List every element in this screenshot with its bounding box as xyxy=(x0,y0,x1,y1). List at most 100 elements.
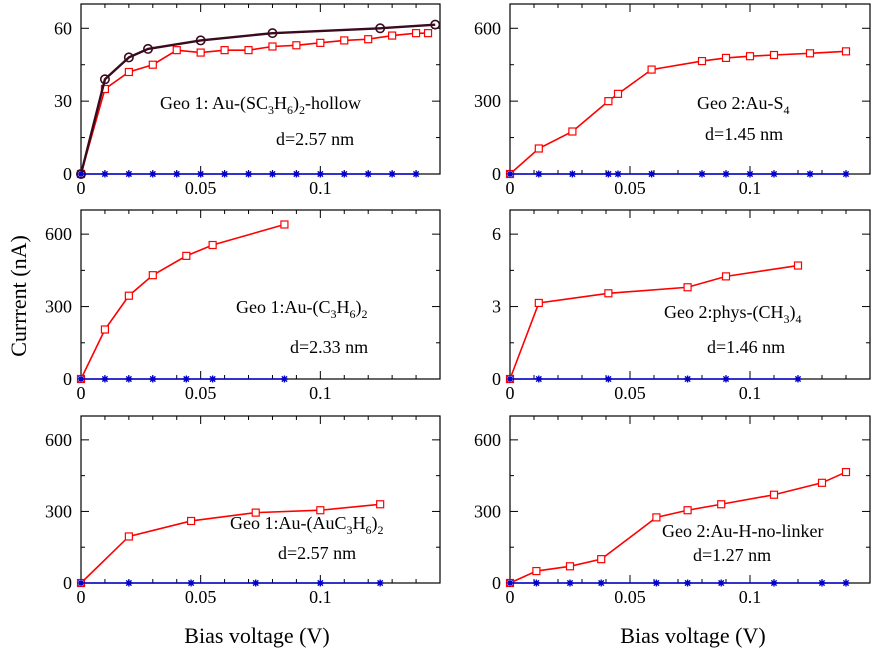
data-point-star xyxy=(842,579,850,587)
y-tick-label: 0 xyxy=(492,369,501,389)
panel-p32: 0 0.05 0.1 0 300 600 Geo 2:Au-H-no-linker d=1.2… xyxy=(474,415,871,607)
y-tick-label: 60 xyxy=(54,18,72,38)
panel-label: Geo 1: Au-(SC3H6)2-hollow xyxy=(160,93,361,117)
data-point-star xyxy=(597,579,605,587)
data-point-square xyxy=(376,500,385,509)
panel-label: Geo 2:Au-H-no-linker xyxy=(662,521,823,541)
data-point-star xyxy=(506,375,514,383)
data-point-square xyxy=(100,325,110,334)
data-point-square xyxy=(182,251,191,260)
data-point-star xyxy=(77,375,85,383)
data-point-circle xyxy=(430,19,441,30)
data-point-square xyxy=(316,38,325,47)
data-point-star xyxy=(125,375,133,383)
y-tick-label: 300 xyxy=(45,501,72,521)
data-point-star xyxy=(842,170,850,178)
panel-distance: d=2.57 nm xyxy=(276,129,354,149)
x-tick-label: 0.05 xyxy=(185,383,217,403)
panel-p31: 0 0.05 0.1 0 300 600 Geo 1:Au-(AuC3H6)2 d=2.57 … xyxy=(45,415,441,607)
panel-label: Geo 1:Au-(C3H6)2 xyxy=(236,297,367,321)
data-point-square xyxy=(534,298,543,308)
plot-frame xyxy=(509,3,871,175)
series-line-red xyxy=(509,471,847,584)
data-point-circle xyxy=(267,28,278,39)
y-tick-label: 3 xyxy=(492,297,501,317)
data-point-star xyxy=(614,170,622,178)
data-point-square xyxy=(364,35,373,44)
data-point-square xyxy=(124,67,133,77)
plot-frame xyxy=(80,209,441,380)
data-point-square xyxy=(769,490,779,499)
y-tick-label: 300 xyxy=(474,91,501,111)
data-point-star xyxy=(698,170,706,178)
data-point-square xyxy=(124,291,133,300)
data-point-star xyxy=(770,579,778,587)
data-point-star xyxy=(101,375,109,383)
data-point-square xyxy=(769,50,779,60)
y-tick-label: 0 xyxy=(492,164,501,184)
y-tick-label: 0 xyxy=(492,573,501,593)
data-point-star xyxy=(506,579,514,587)
data-point-star xyxy=(566,579,574,587)
y-tick-label: 0 xyxy=(63,369,72,389)
x-tick-label: 0.1 xyxy=(739,178,762,198)
y-tick-label: 0 xyxy=(63,573,72,593)
data-point-star xyxy=(568,170,576,178)
data-point-star xyxy=(684,375,692,383)
data-point-square xyxy=(568,127,577,136)
series-line-red xyxy=(80,503,381,584)
data-point-star xyxy=(125,170,133,178)
x-tick-label: 0.05 xyxy=(185,587,217,607)
x-tick-label: 0.05 xyxy=(614,383,646,403)
data-point-square xyxy=(280,220,289,229)
panel-distance: d=1.45 nm xyxy=(705,124,783,144)
series-line-red xyxy=(509,50,847,175)
y-tick-label: 30 xyxy=(54,91,72,111)
data-point-star xyxy=(77,579,85,587)
x-tick-label: 0.05 xyxy=(614,587,646,607)
panel-p11: 0 0.05 0.1 0 30 60 Geo 1: Au-(SC3H6)2-hollow d=… xyxy=(54,3,441,198)
data-point-star xyxy=(684,579,692,587)
data-point-square xyxy=(652,513,661,522)
data-point-star xyxy=(149,375,157,383)
data-point-star xyxy=(187,579,195,587)
data-point-star xyxy=(794,375,802,383)
data-point-square xyxy=(721,53,731,63)
data-point-star xyxy=(770,170,778,178)
data-point-square xyxy=(534,144,543,153)
y-tick-label: 300 xyxy=(45,297,72,317)
panel-p22: 0 0.05 0.1 0 3 6 Geo 2:phys-(CH3)4 d=1.46 nm xyxy=(492,209,871,403)
data-point-star xyxy=(506,170,514,178)
y-tick-label: 600 xyxy=(474,430,501,450)
x-tick-label: 0 xyxy=(77,383,86,403)
panel-label: Geo 2:phys-(CH3)4 xyxy=(664,302,802,326)
data-point-star xyxy=(535,375,543,383)
data-point-circle xyxy=(99,74,110,85)
data-point-star xyxy=(340,170,348,178)
data-point-star xyxy=(412,170,420,178)
data-point-star xyxy=(652,579,660,587)
panel-distance: d=2.57 nm xyxy=(278,543,356,563)
data-point-square xyxy=(613,89,623,98)
data-point-star xyxy=(209,375,217,383)
data-point-star xyxy=(722,170,730,178)
plot-frame xyxy=(80,3,441,175)
data-point-square xyxy=(532,566,541,576)
data-point-square xyxy=(411,29,421,38)
panel-distance: d=1.46 nm xyxy=(707,337,785,357)
data-point-star xyxy=(268,170,276,178)
data-point-star xyxy=(746,170,754,178)
data-point-star xyxy=(101,170,109,178)
data-point-square xyxy=(268,42,277,51)
data-point-square xyxy=(604,289,613,298)
data-point-square xyxy=(717,500,726,509)
data-point-star xyxy=(173,170,181,178)
data-point-square xyxy=(683,283,692,292)
data-point-circle xyxy=(143,43,154,54)
data-point-star xyxy=(388,170,396,178)
data-point-star xyxy=(182,375,190,383)
x-tick-label: 0 xyxy=(77,587,86,607)
data-point-star xyxy=(221,170,229,178)
data-point-square xyxy=(793,261,803,270)
